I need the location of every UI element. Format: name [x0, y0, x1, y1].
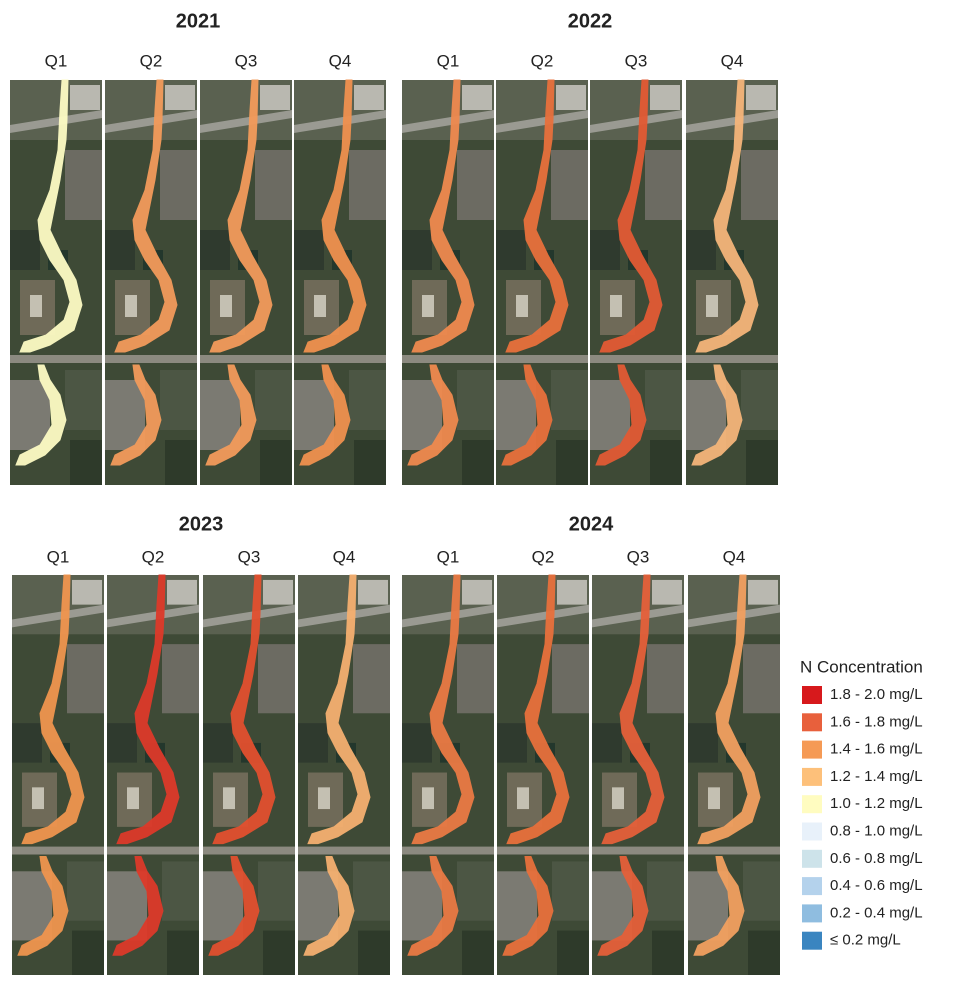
map-panel: [105, 80, 197, 485]
legend-swatch: [802, 768, 822, 786]
map-panel: [497, 575, 589, 975]
legend-label: 1.4 - 1.6 mg/L: [830, 741, 923, 758]
legend-swatch: [802, 795, 822, 813]
map-panel: [12, 575, 104, 975]
legend-label: 0.4 - 0.6 mg/L: [830, 877, 923, 894]
quarter-label: Q4: [333, 547, 356, 566]
quarter-label: Q3: [235, 51, 258, 70]
map-panel: [686, 80, 778, 485]
map-panel: [107, 575, 199, 975]
quarter-label: Q4: [329, 51, 352, 70]
legend-swatch: [802, 904, 822, 922]
quarter-label: Q3: [238, 547, 261, 566]
map-panel: [294, 80, 386, 485]
map-panel: [496, 80, 588, 485]
legend-label: 0.6 - 0.8 mg/L: [830, 850, 923, 867]
map-panel: [402, 575, 494, 975]
legend-swatch: [802, 850, 822, 868]
quarter-label: Q1: [437, 51, 460, 70]
map-panel: [298, 575, 390, 975]
quarter-label: Q2: [142, 547, 165, 566]
map-panel: [590, 80, 682, 485]
map-panel: [402, 80, 494, 485]
legend-swatch: [802, 877, 822, 895]
quarter-label: Q4: [721, 51, 744, 70]
legend-label: 1.6 - 1.8 mg/L: [830, 713, 923, 730]
quarter-label: Q3: [627, 547, 650, 566]
legend-label: 1.8 - 2.0 mg/L: [830, 686, 923, 703]
legend-swatch: [802, 741, 822, 759]
figure: 2021 Q1 Q2 Q3 Q4 2022 Q1 Q2 Q3 Q4 2023 Q1 Q2 Q3 Q4 2024…: [0, 0, 957, 978]
map-panel: [688, 575, 780, 975]
legend-swatch: [802, 823, 822, 841]
quarter-label: Q1: [437, 547, 460, 566]
legend-label: 1.0 - 1.2 mg/L: [830, 795, 923, 812]
quarter-label: Q3: [625, 51, 648, 70]
map-panel: [10, 80, 102, 485]
quarter-label: Q1: [45, 51, 68, 70]
legend-swatch: [802, 932, 822, 950]
legend-label: 0.8 - 1.0 mg/L: [830, 822, 923, 839]
quarter-label: Q2: [531, 51, 554, 70]
quarter-label: Q1: [47, 547, 70, 566]
quarter-label: Q2: [532, 547, 555, 566]
map-panel: [203, 575, 295, 975]
legend-title: N Concentration: [800, 657, 923, 676]
legend-label: ≤ 0.2 mg/L: [830, 932, 901, 949]
year-title: 2021: [176, 10, 221, 32]
map-panel: [592, 575, 684, 975]
quarter-label: Q2: [140, 51, 163, 70]
legend-label: 1.2 - 1.4 mg/L: [830, 768, 923, 785]
legend-swatch: [802, 713, 822, 731]
map-panel: [200, 80, 292, 485]
legend-label: 0.2 - 0.4 mg/L: [830, 904, 923, 921]
year-title: 2022: [568, 10, 613, 32]
year-title: 2023: [179, 513, 224, 535]
year-title: 2024: [569, 513, 614, 535]
legend-swatch: [802, 686, 822, 704]
quarter-label: Q4: [723, 547, 746, 566]
